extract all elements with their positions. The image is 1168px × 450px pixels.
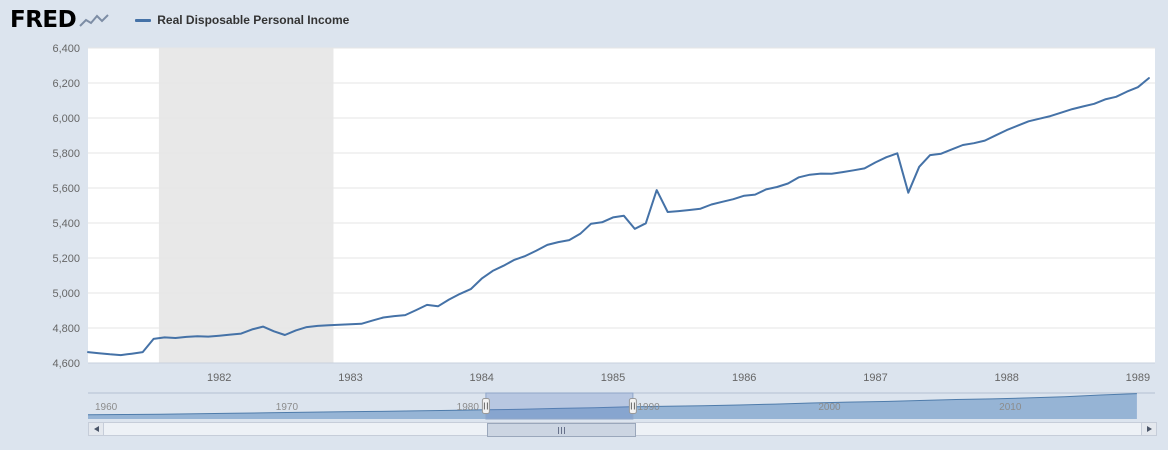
x-axis-label: 1989 — [1126, 372, 1150, 384]
legend-label: Real Disposable Personal Income — [157, 13, 350, 27]
x-axis-label: 1987 — [863, 372, 887, 384]
thumb-grip-icon — [558, 426, 559, 434]
series-line — [87, 77, 1150, 357]
navigator-year-label: 1970 — [276, 402, 299, 413]
header: FRED Real Disposable Personal Income — [0, 0, 1168, 40]
thumb-grip-icon — [561, 426, 562, 434]
thumb-grip-icon — [564, 426, 565, 434]
scroll-right-button[interactable] — [1141, 423, 1156, 435]
navigator-year-label: 1980 — [457, 402, 480, 413]
y-axis-label: 4,800 — [52, 323, 80, 335]
scroll-right-icon — [1146, 426, 1152, 432]
y-axis-label: 5,400 — [52, 218, 80, 230]
fred-logo[interactable]: FRED — [10, 7, 109, 33]
navigator-area[interactable] — [88, 393, 1137, 419]
navigator-handle-left[interactable] — [481, 398, 490, 414]
y-axis-label: 4,600 — [52, 358, 80, 370]
x-axis-label: 1982 — [207, 372, 231, 384]
x-axis-label: 1986 — [732, 372, 756, 384]
scroll-left-icon — [93, 426, 99, 432]
scroll-left-button[interactable] — [89, 423, 104, 435]
fred-logo-text: FRED — [10, 7, 77, 33]
navigator-year-label: 1960 — [95, 402, 118, 413]
navigator-year-label: 2010 — [999, 402, 1022, 413]
y-axis-label: 5,000 — [52, 288, 80, 300]
logo-graph-icon — [79, 14, 109, 27]
legend-line-marker — [135, 18, 152, 22]
x-axis-label: 1984 — [469, 372, 493, 384]
y-axis-label: 6,400 — [52, 43, 80, 55]
y-axis-label: 5,800 — [52, 148, 80, 160]
scrollbar-thumb[interactable] — [487, 423, 636, 437]
navigator-handle-right[interactable] — [628, 398, 637, 414]
y-axis-label: 5,600 — [52, 183, 80, 195]
x-axis-label: 1988 — [994, 372, 1018, 384]
navigator-year-label: 1990 — [637, 402, 660, 413]
navigator-selection-mask[interactable] — [485, 392, 634, 420]
x-axis-label: 1983 — [338, 372, 362, 384]
legend[interactable]: Real Disposable Personal Income — [135, 13, 349, 27]
scrollbar[interactable] — [88, 422, 1157, 437]
recession-band — [158, 48, 334, 363]
navigator-area-line — [87, 393, 1137, 416]
y-axis-label: 6,000 — [52, 113, 80, 125]
y-axis-label: 6,200 — [52, 78, 80, 90]
y-axis-label: 5,200 — [52, 253, 80, 265]
x-axis-label: 1985 — [601, 372, 625, 384]
navigator-year-label: 2000 — [818, 402, 841, 413]
